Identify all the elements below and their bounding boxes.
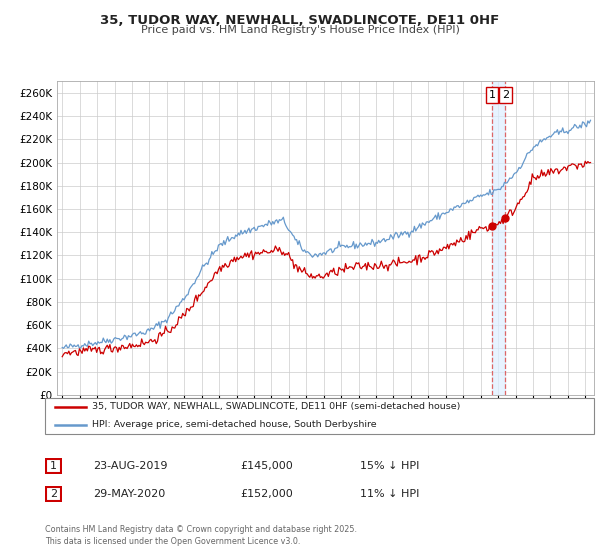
- Text: £145,000: £145,000: [240, 461, 293, 471]
- Text: 23-AUG-2019: 23-AUG-2019: [93, 461, 167, 471]
- Text: 2: 2: [502, 90, 509, 100]
- Text: 1: 1: [488, 90, 496, 100]
- Text: £152,000: £152,000: [240, 489, 293, 499]
- Text: 15% ↓ HPI: 15% ↓ HPI: [360, 461, 419, 471]
- Text: 35, TUDOR WAY, NEWHALL, SWADLINCOTE, DE11 0HF: 35, TUDOR WAY, NEWHALL, SWADLINCOTE, DE1…: [100, 14, 500, 27]
- Text: HPI: Average price, semi-detached house, South Derbyshire: HPI: Average price, semi-detached house,…: [92, 421, 376, 430]
- Text: Contains HM Land Registry data © Crown copyright and database right 2025.
This d: Contains HM Land Registry data © Crown c…: [45, 525, 357, 546]
- Text: 29-MAY-2020: 29-MAY-2020: [93, 489, 165, 499]
- FancyBboxPatch shape: [46, 487, 61, 501]
- Text: 2: 2: [50, 489, 57, 499]
- Text: 1: 1: [50, 461, 57, 471]
- FancyBboxPatch shape: [46, 459, 61, 473]
- Bar: [492, 81, 505, 395]
- Text: Price paid vs. HM Land Registry's House Price Index (HPI): Price paid vs. HM Land Registry's House …: [140, 25, 460, 35]
- FancyBboxPatch shape: [45, 398, 594, 434]
- Text: 11% ↓ HPI: 11% ↓ HPI: [360, 489, 419, 499]
- Text: 35, TUDOR WAY, NEWHALL, SWADLINCOTE, DE11 0HF (semi-detached house): 35, TUDOR WAY, NEWHALL, SWADLINCOTE, DE1…: [92, 402, 460, 411]
